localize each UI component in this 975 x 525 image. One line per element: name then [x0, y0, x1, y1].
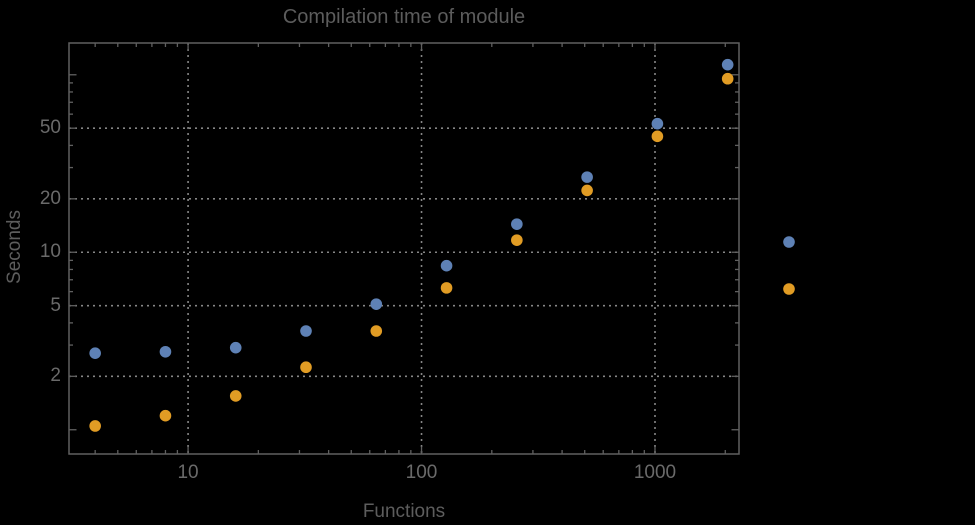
y-tick-label: 20: [39, 187, 61, 209]
x-tick-label: 1000: [633, 462, 677, 483]
data-point-series-1-blue: [440, 259, 453, 272]
data-point-series-1-blue: [721, 58, 734, 71]
data-point-series-1-blue: [300, 325, 312, 337]
data-point-series-2-orange: [229, 390, 242, 402]
y-tick-label: 5: [50, 294, 61, 316]
data-point-series-1-blue: [581, 171, 593, 183]
data-point-series-1-blue: [651, 117, 664, 130]
data-point-series-2-orange: [440, 282, 453, 294]
data-point-series-1-blue: [229, 341, 242, 354]
legend-marker-series-2-orange: [783, 283, 795, 295]
data-point-series-2-orange: [159, 409, 172, 422]
data-point-series-2-orange: [581, 184, 593, 197]
x-tick-label: 10: [177, 462, 199, 483]
data-point-series-2-orange: [721, 72, 734, 85]
plot-frame-border: [68, 42, 740, 455]
y-tick-label: 10: [39, 241, 61, 263]
data-point-series-1-blue: [370, 298, 383, 310]
y-axis-label: Seconds: [4, 210, 25, 284]
legend-marker-series-1-blue: [783, 236, 795, 248]
data-point-series-2-orange: [300, 361, 312, 374]
data-point-series-1-blue: [511, 218, 523, 230]
data-point-series-2-orange: [511, 234, 523, 246]
data-point-series-1-blue: [89, 347, 101, 359]
chart-title: Compilation time of module: [282, 6, 526, 28]
x-tick-label: 100: [405, 462, 438, 483]
data-point-series-2-orange: [370, 325, 383, 337]
data-point-series-1-blue: [159, 345, 172, 358]
y-tick-label: 50: [39, 117, 61, 139]
y-tick-label: 2: [50, 365, 61, 387]
x-axis-label: Functions: [362, 501, 446, 522]
data-point-series-2-orange: [89, 420, 101, 432]
data-point-series-2-orange: [651, 130, 664, 143]
